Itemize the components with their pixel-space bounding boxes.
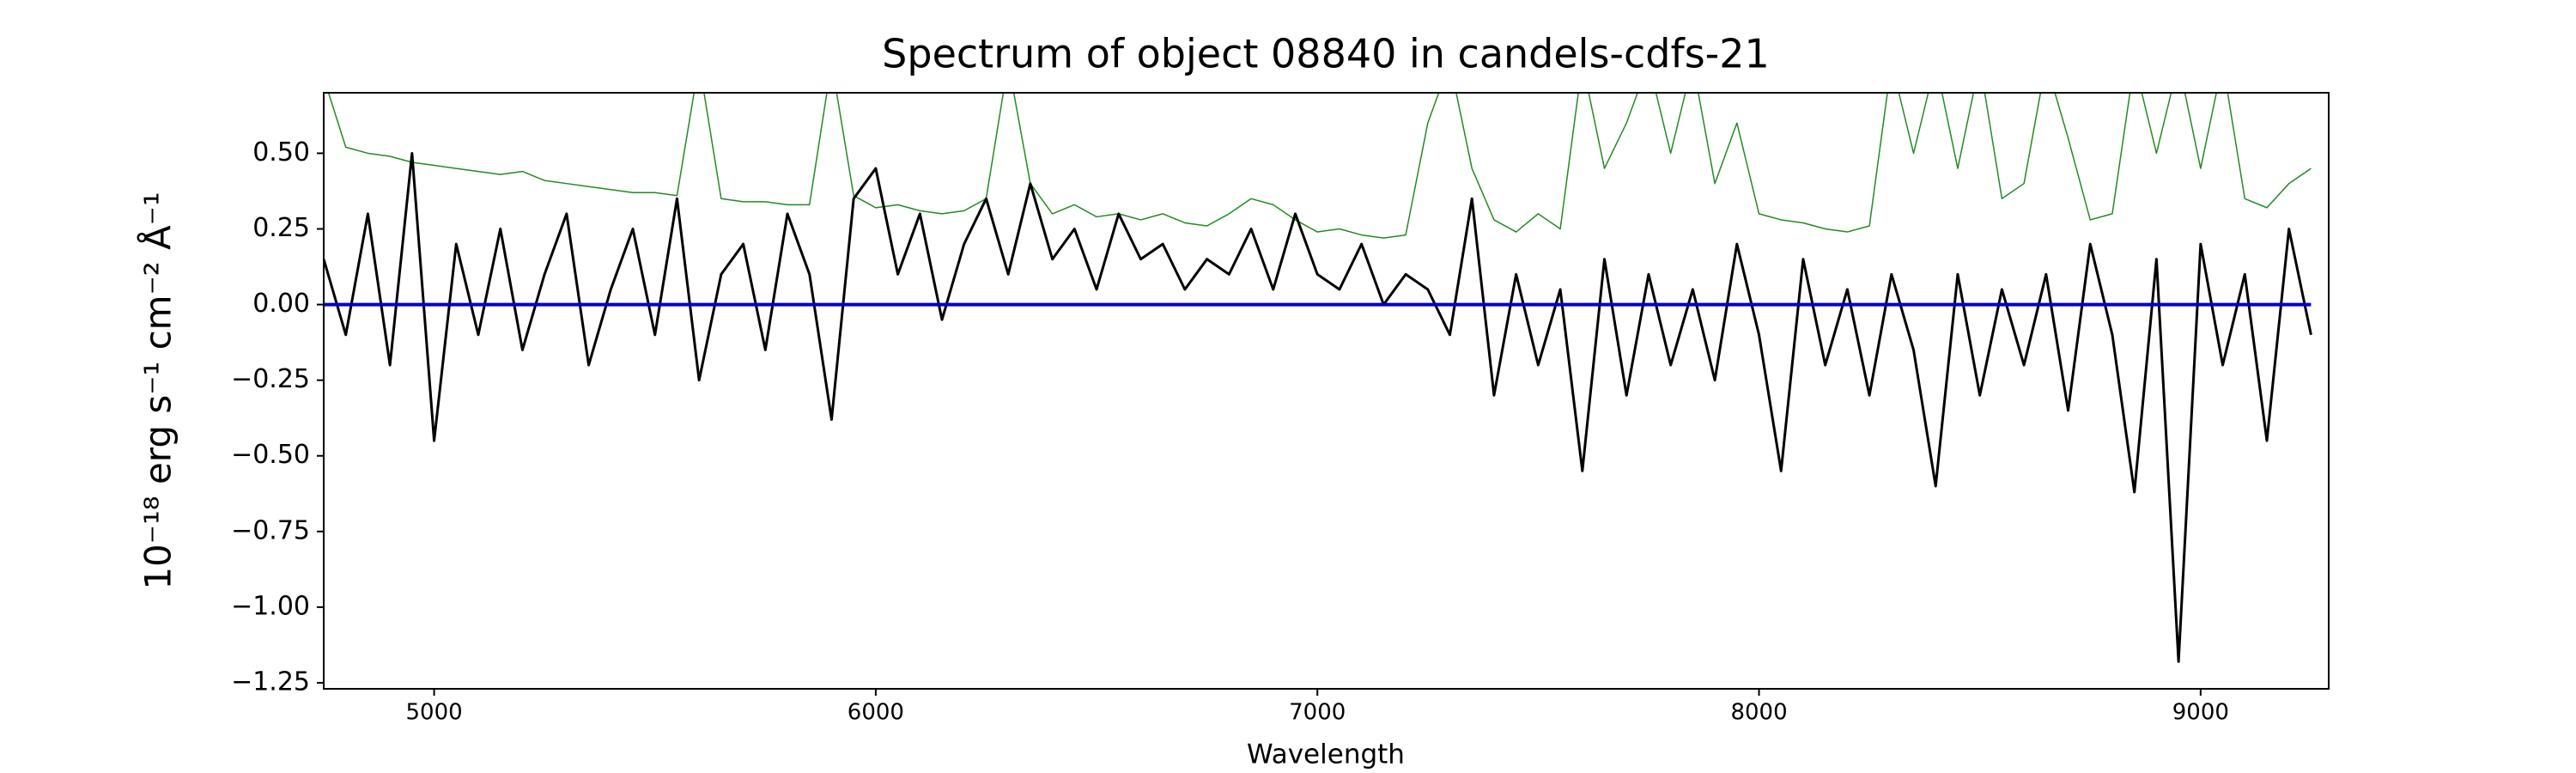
- chart-title: Spectrum of object 08840 in candels-cdfs…: [882, 31, 1770, 77]
- y-tick-label: 0.25: [252, 213, 310, 243]
- y-tick-label: 0.00: [252, 289, 310, 319]
- x-tick-label: 6000: [848, 700, 904, 726]
- y-tick-label: −1.00: [231, 591, 310, 621]
- y-tick-label: −0.50: [231, 440, 310, 470]
- plot-area: [324, 93, 2312, 663]
- plot-frame: [323, 92, 2330, 690]
- y-tick-label: −0.75: [231, 515, 310, 545]
- y-tick-label: −0.25: [231, 364, 310, 394]
- x-tick-label: 8000: [1730, 700, 1787, 726]
- x-tick-label: 5000: [405, 700, 462, 726]
- series-line: [327, 93, 2312, 239]
- x-tick-label: 7000: [1289, 700, 1346, 726]
- y-tick-label: 0.50: [252, 137, 310, 167]
- x-axis-label: Wavelength: [1247, 740, 1405, 770]
- y-axis-label: 10⁻¹⁸ erg s⁻¹ cm⁻² Å⁻¹: [137, 192, 179, 589]
- x-tick-label: 9000: [2172, 700, 2229, 726]
- series-line: [324, 151, 2312, 663]
- y-tick-label: −1.25: [231, 666, 310, 697]
